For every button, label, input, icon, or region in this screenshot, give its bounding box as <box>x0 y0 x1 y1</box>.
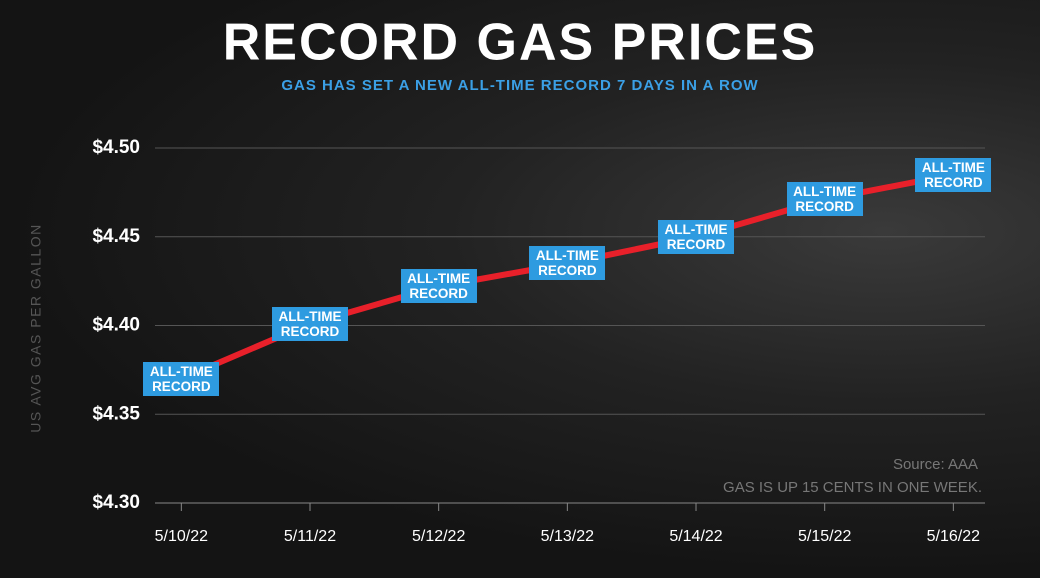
note: GAS IS UP 15 CENTS IN ONE WEEK. <box>723 479 982 496</box>
annotation: ALL-TIME RECORD <box>915 157 992 192</box>
annotation: ALL-TIME RECORD <box>143 361 220 396</box>
y-tick-label: $4.50 <box>92 137 140 158</box>
annotation: ALL-TIME RECORD <box>400 269 477 304</box>
chart-title: RECORD GAS PRICES <box>223 14 818 72</box>
x-tick-label: 5/15/22 <box>798 528 851 545</box>
x-tick-label: 5/13/22 <box>541 528 594 545</box>
y-tick-label: $4.45 <box>92 226 140 247</box>
x-tick-label: 5/10/22 <box>155 528 208 545</box>
x-tick-label: 5/16/22 <box>927 528 980 545</box>
y-tick-label: $4.30 <box>92 492 140 513</box>
x-tick-label: 5/12/22 <box>412 528 465 545</box>
source: Source: AAA <box>893 456 978 473</box>
annotation: ALL-TIME RECORD <box>786 182 863 217</box>
y-tick-label: $4.35 <box>92 403 140 424</box>
y-axis-label: US AVG GAS PER GALLON <box>28 223 44 432</box>
y-tick-label: $4.40 <box>92 315 140 336</box>
annotation: ALL-TIME RECORD <box>529 246 606 281</box>
annotation: ALL-TIME RECORD <box>658 219 734 254</box>
x-tick-label: 5/14/22 <box>669 528 722 545</box>
annotation: ALL-TIME RECORD <box>272 306 348 341</box>
chart-subtitle: GAS HAS SET A NEW ALL-TIME RECORD 7 DAYS… <box>281 77 758 94</box>
x-tick-label: 5/11/22 <box>284 528 336 545</box>
